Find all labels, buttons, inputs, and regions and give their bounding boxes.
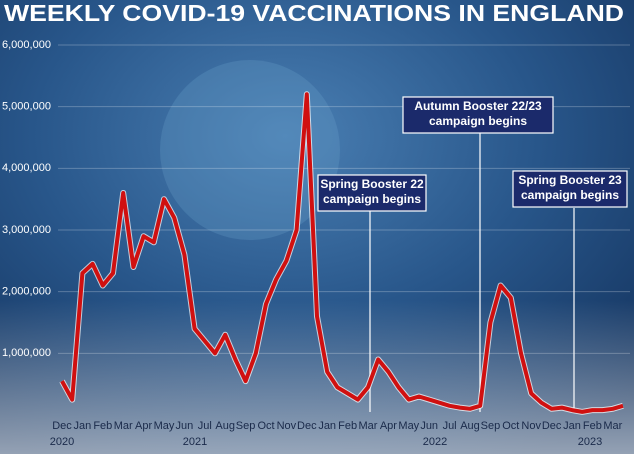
x-tick-label: Apr (380, 420, 397, 432)
x-tick-label: Oct (257, 420, 274, 432)
x-tick-label: Nov (521, 420, 541, 432)
x-tick-label: Dec (542, 420, 562, 432)
year-label: 2021 (183, 436, 207, 448)
x-tick-label: Aug (215, 420, 235, 432)
x-tick-label: Sep (481, 420, 501, 432)
x-tick-label: Jul (443, 420, 457, 432)
x-tick-label: Feb (583, 420, 602, 432)
y-tick-label: 4,000,000 (2, 162, 51, 174)
line (60, 92, 624, 414)
x-tick-label: Aug (460, 420, 480, 432)
annotation-box (402, 96, 554, 134)
x-tick-label: Oct (502, 420, 519, 432)
x-tick-label: Apr (135, 420, 152, 432)
year-label: 2023 (578, 436, 602, 448)
annotation-text: Spring Booster 23 (518, 173, 622, 187)
x-tick-label: Jun (176, 420, 194, 432)
x-tick-label: Mar (359, 420, 378, 432)
year-label: 2022 (423, 436, 447, 448)
x-tick-label: Jul (198, 420, 212, 432)
x-tick-label: Feb (93, 420, 112, 432)
x-tick-label: Dec (52, 420, 72, 432)
x-tick-label: Nov (277, 420, 297, 432)
annotation-box (317, 174, 427, 212)
virus-decoration (160, 60, 340, 240)
y-tick-label: 1,000,000 (2, 347, 51, 359)
annotation-text: campaign begins (429, 114, 527, 128)
x-tick-label: Sep (236, 420, 256, 432)
x-tick-label: Mar (603, 420, 622, 432)
x-tick-label: May (154, 420, 175, 432)
annotation-box (512, 170, 628, 208)
x-tick-label: May (398, 420, 419, 432)
y-tick-label: 5,000,000 (2, 101, 51, 113)
x-tick-label: Jan (74, 420, 92, 432)
annotation-text: campaign begins (323, 192, 421, 206)
y-tick-label: 2,000,000 (2, 286, 51, 298)
x-tick-label: Mar (114, 420, 133, 432)
x-tick-label: Dec (297, 420, 317, 432)
annotation-text: Spring Booster 22 (320, 177, 424, 191)
annotation-text: Autumn Booster 22/23 (414, 99, 542, 113)
y-tick-label: 6,000,000 (2, 39, 51, 51)
x-tick-label: Jan (318, 420, 336, 432)
y-tick-label: 3,000,000 (2, 224, 51, 236)
annotation-text: campaign begins (521, 188, 619, 202)
x-tick-label: Feb (338, 420, 357, 432)
chart-title: WEEKLY COVID-19 VACCINATIONS IN ENGLAND (4, 0, 624, 26)
x-tick-label: Jan (563, 420, 581, 432)
year-label: 2020 (50, 436, 74, 448)
x-tick-label: Jun (420, 420, 438, 432)
